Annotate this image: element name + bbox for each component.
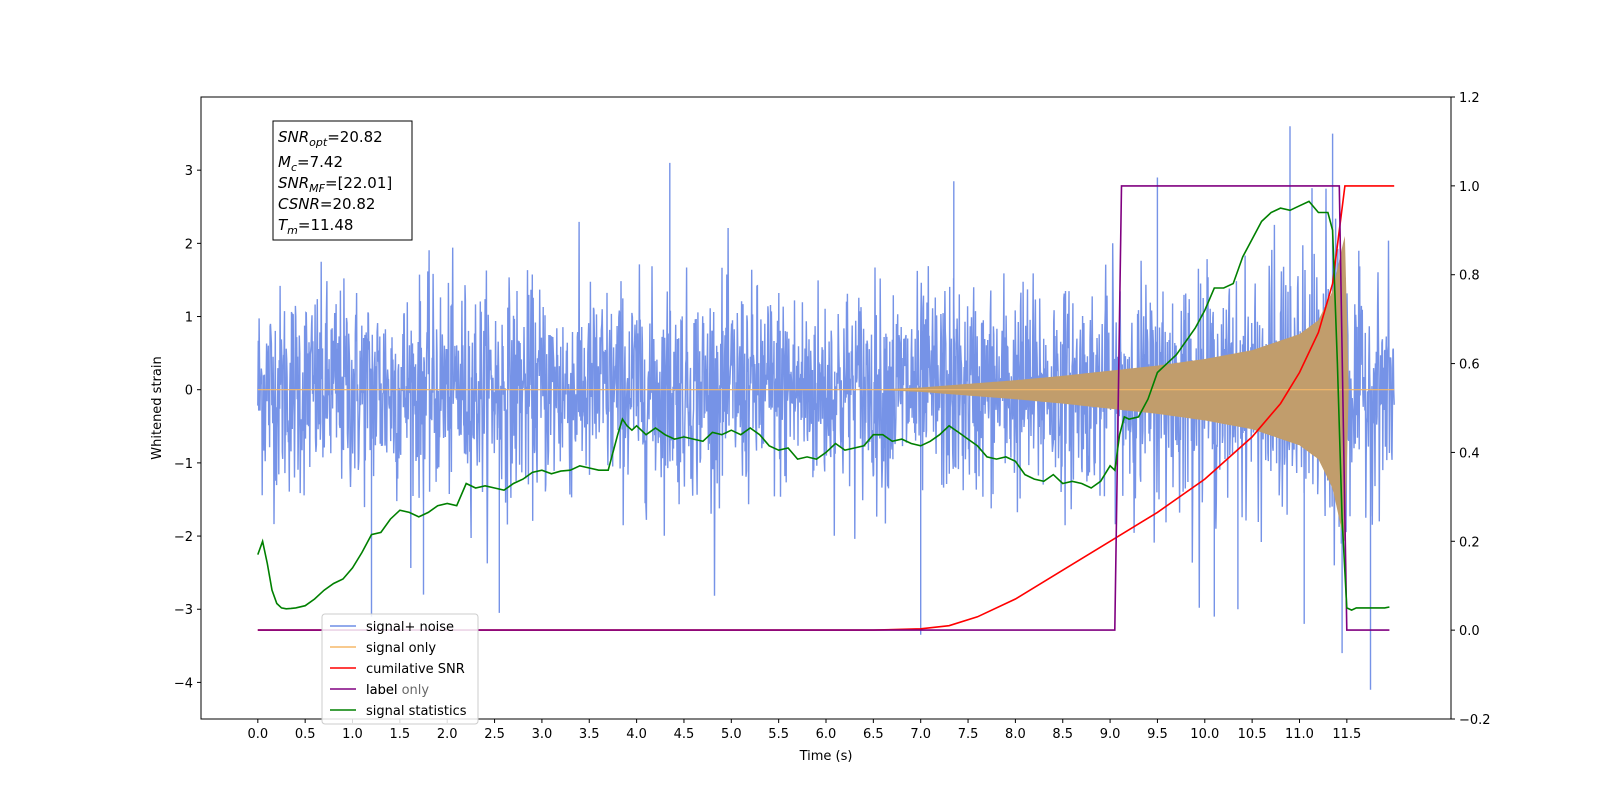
x-tick-label: 9.0 — [1100, 727, 1121, 742]
info-snr-opt: SNRopt=20.82 — [278, 128, 383, 149]
x-tick-label: 1.0 — [342, 727, 363, 742]
x-tick-label: 3.0 — [532, 727, 553, 742]
x-axis-label: Time (s) — [799, 749, 853, 764]
x-tick-label: 7.0 — [910, 727, 931, 742]
x-tick-label: 8.5 — [1052, 727, 1073, 742]
info-box: SNRopt=20.82 Mc=7.42 SNRMF=[22.01] CSNR=… — [272, 120, 413, 241]
series-cumulative-snr — [257, 185, 1395, 631]
x-tick-label: 8.0 — [1005, 727, 1026, 742]
x-tick-label: 6.5 — [863, 727, 884, 742]
x-tick-label: 4.5 — [674, 727, 695, 742]
x-tick-label: 0.5 — [295, 727, 316, 742]
y2-tick-label: 0.6 — [1459, 358, 1480, 373]
legend-frame — [321, 613, 479, 725]
info-tm: Tm=11.48 — [278, 216, 353, 237]
y-tick-label: 1 — [185, 311, 193, 326]
y-tick-label: −1 — [174, 457, 193, 472]
x-tick-label: 10.0 — [1190, 727, 1219, 742]
y2-tick-label: 1.2 — [1459, 91, 1480, 106]
legend-hidden-label-only: label only — [366, 683, 429, 698]
x-tick-label: 3.5 — [579, 727, 600, 742]
x-tick-label: 4.0 — [626, 727, 647, 742]
y-tick-label: 2 — [185, 237, 193, 252]
legend: signal+ noise signal only cumilative SNR… — [321, 613, 479, 725]
x-tick-label: 5.5 — [768, 727, 789, 742]
legend-label-signal-noise: signal+ noise — [366, 620, 454, 635]
y2-tick-label: −0.2 — [1459, 713, 1491, 728]
y-tick-label: −4 — [174, 676, 193, 691]
y2-tick-label: 0.4 — [1459, 446, 1480, 461]
x-axis-ticks: 0.0 0.5 1.0 1.5 2.0 2.5 3.0 3.5 4.0 4.5 5.0 5.5 6.0 6… — [247, 719, 1361, 742]
y-tick-label: −2 — [174, 530, 193, 545]
x-tick-label: 11.5 — [1332, 727, 1361, 742]
x-tick-label: 2.5 — [484, 727, 505, 742]
x-tick-label: 7.5 — [958, 727, 979, 742]
x-tick-label: 9.5 — [1147, 727, 1168, 742]
y2-tick-label: 0.8 — [1459, 269, 1480, 284]
plot-area — [257, 126, 1395, 690]
legend-label-signal-statistics: signal statistics — [366, 704, 467, 719]
x-tick-label: 10.5 — [1238, 727, 1267, 742]
x-tick-label: 6.0 — [816, 727, 837, 742]
y2-axis-ticks: 1.2 1.0 0.8 0.6 0.4 0.2 0.0 −0.2 — [1451, 91, 1491, 728]
y-tick-label: 3 — [185, 164, 193, 179]
legend-label-label: label — [366, 683, 397, 698]
info-snr-mf: SNRMF=[22.01] — [278, 174, 392, 195]
y-axis-ticks: 3 2 1 0 −1 −2 −3 −4 — [174, 164, 201, 691]
info-box-frame — [272, 120, 413, 241]
legend-label-signal-only: signal only — [366, 641, 436, 656]
legend-label-cumulative-snr: cumilative SNR — [366, 662, 465, 677]
x-tick-label: 2.0 — [437, 727, 458, 742]
series-label — [257, 185, 1390, 631]
y2-tick-label: 0.2 — [1459, 535, 1480, 550]
x-tick-label: 0.0 — [247, 727, 268, 742]
y-tick-label: 0 — [185, 384, 193, 399]
y2-tick-label: 1.0 — [1459, 180, 1480, 195]
series-signal-statistics — [257, 200, 1390, 611]
x-tick-label: 1.5 — [390, 727, 411, 742]
info-csnr: CSNR=20.82 — [278, 195, 375, 213]
y2-tick-label: 0.0 — [1459, 624, 1480, 639]
x-tick-label: 11.0 — [1285, 727, 1314, 742]
y-axis-label: Whitened strain — [150, 356, 165, 459]
y-tick-label: −3 — [174, 603, 193, 618]
info-mc: Mc=7.42 — [278, 153, 343, 174]
x-tick-label: 5.0 — [721, 727, 742, 742]
